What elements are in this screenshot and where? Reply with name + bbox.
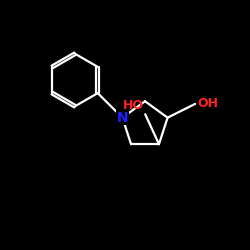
Text: HO: HO bbox=[123, 99, 144, 112]
Text: OH: OH bbox=[198, 98, 218, 110]
Text: N: N bbox=[116, 111, 128, 125]
